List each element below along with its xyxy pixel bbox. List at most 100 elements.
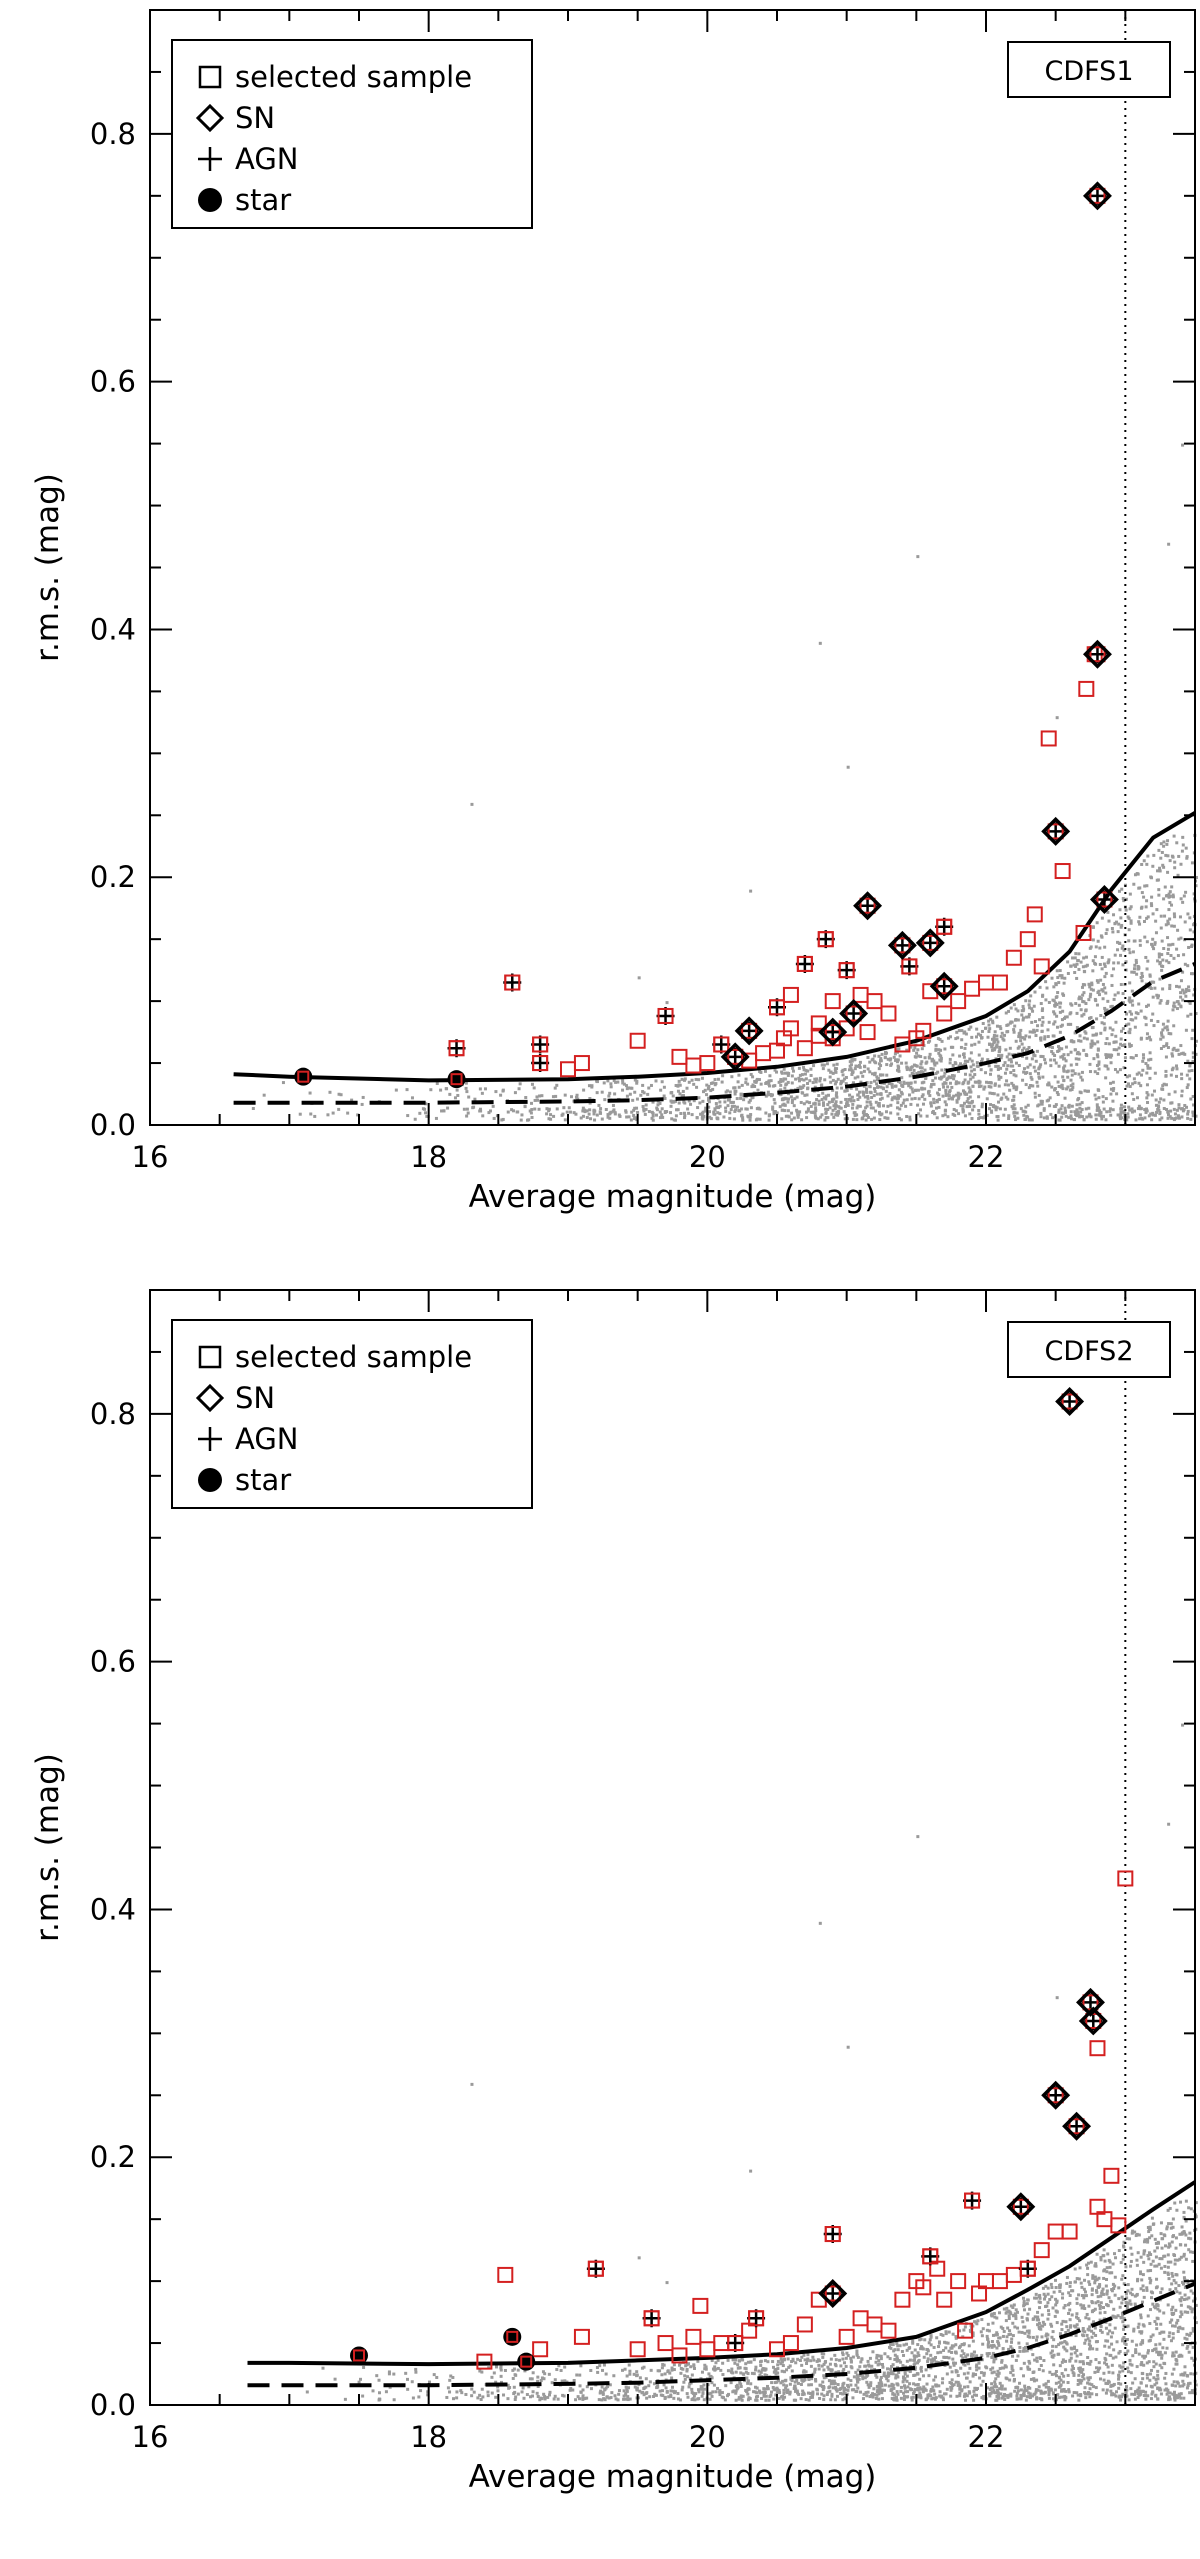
background-point: [1004, 1095, 1008, 1099]
background-point: [511, 1109, 515, 1113]
background-point: [1010, 2367, 1014, 2371]
background-point: [1082, 1118, 1086, 1122]
background-point: [989, 2367, 993, 2371]
background-point: [638, 2376, 642, 2380]
background-point: [1022, 2374, 1026, 2378]
background-point: [1000, 2359, 1004, 2363]
background-point: [1138, 1117, 1142, 1121]
background-point: [1082, 956, 1086, 960]
background-point: [959, 2366, 963, 2370]
background-point: [1136, 1107, 1140, 1111]
background-point: [424, 1111, 428, 1115]
background-point: [281, 1081, 285, 1085]
background-point: [961, 1104, 965, 1108]
background-point: [1137, 2386, 1141, 2390]
background-point: [1173, 2258, 1177, 2262]
background-point: [1045, 986, 1049, 990]
background-point: [478, 1109, 482, 1113]
background-point: [903, 2386, 907, 2390]
background-point: [746, 2398, 750, 2402]
background-point: [749, 1106, 753, 1110]
background-point: [528, 1109, 532, 1113]
background-point: [988, 1091, 992, 1095]
background-point: [734, 2398, 738, 2402]
background-point: [803, 1093, 807, 1097]
background-point: [896, 1112, 900, 1116]
background-point: [1057, 1084, 1061, 1088]
background-point: [844, 1075, 848, 1079]
background-point: [1053, 2388, 1057, 2392]
background-point: [1176, 928, 1180, 932]
background-point: [709, 2391, 713, 2395]
background-point: [961, 1109, 965, 1113]
background-point: [645, 2396, 649, 2400]
background-point: [1118, 908, 1122, 912]
background-point: [1123, 1056, 1127, 1060]
background-point: [988, 1107, 992, 1111]
background-point: [875, 2390, 879, 2394]
background-point: [1040, 2335, 1044, 2339]
background-point: [1062, 2389, 1066, 2393]
background-point: [714, 2367, 718, 2371]
background-point: [1062, 2345, 1066, 2349]
background-point: [1085, 2333, 1089, 2337]
background-point: [1104, 1076, 1108, 1080]
background-point: [990, 1110, 994, 1114]
background-point: [999, 2392, 1003, 2396]
background-point: [1181, 443, 1185, 447]
background-point: [818, 1076, 822, 1080]
background-point: [1113, 1040, 1117, 1044]
sn-point: [1089, 885, 1119, 914]
background-point: [772, 1112, 776, 1116]
background-point: [761, 2390, 765, 2394]
background-point: [1121, 2297, 1125, 2301]
background-point: [996, 1040, 1000, 1044]
background-point: [1166, 999, 1170, 1003]
background-point: [851, 1081, 855, 1085]
background-point: [655, 1113, 659, 1117]
background-point: [904, 1061, 908, 1065]
background-point: [1068, 2308, 1072, 2312]
background-point: [1165, 894, 1169, 898]
background-point: [1132, 1109, 1136, 1113]
background-point: [937, 1093, 941, 1097]
background-point: [1061, 992, 1065, 996]
background-point: [948, 1081, 952, 1085]
background-point: [855, 1106, 859, 1110]
background-point: [988, 2394, 992, 2398]
background-point: [1039, 1115, 1043, 1119]
background-point: [947, 1097, 951, 1101]
background-point: [879, 1064, 883, 1068]
background-point: [753, 1079, 757, 1083]
background-point: [1168, 983, 1172, 987]
background-point: [899, 2385, 903, 2389]
background-point: [682, 1100, 686, 1104]
background-point: [784, 1114, 788, 1118]
background-point: [459, 2389, 463, 2393]
background-point: [1062, 1078, 1066, 1082]
background-point: [880, 2397, 884, 2401]
background-point: [823, 1118, 827, 1122]
background-point: [452, 2397, 456, 2401]
background-point: [1175, 2290, 1179, 2294]
background-point: [841, 1079, 845, 1083]
background-point: [1032, 1004, 1036, 1008]
background-point: [565, 1110, 569, 1114]
background-point: [765, 1080, 769, 1084]
background-point: [581, 1109, 585, 1113]
background-point: [966, 2362, 970, 2366]
background-point: [831, 1088, 835, 1092]
background-point: [858, 1095, 862, 1099]
background-point: [1022, 2299, 1026, 2303]
background-point: [959, 2354, 963, 2358]
background-point: [861, 2375, 865, 2379]
background-point: [1157, 1105, 1161, 1109]
background-point: [1037, 1103, 1041, 1107]
background-point: [1156, 2317, 1160, 2321]
background-point: [937, 2341, 941, 2345]
background-point: [1166, 2303, 1170, 2307]
x-tick-label: 22: [968, 1140, 1005, 1174]
background-point: [915, 2354, 919, 2358]
background-point: [1192, 2359, 1196, 2363]
background-point: [651, 1100, 655, 1104]
